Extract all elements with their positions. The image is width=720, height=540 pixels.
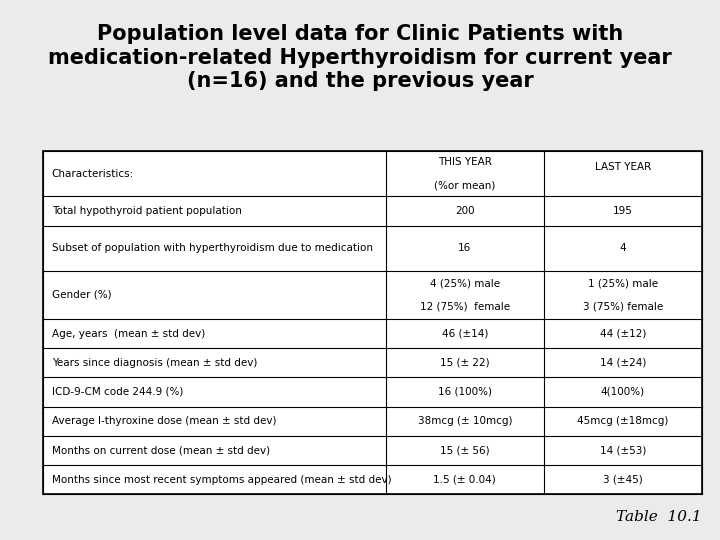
Text: Gender (%): Gender (%)	[52, 290, 112, 300]
Bar	[43, 151, 702, 494]
Text: Average l-thyroxine dose (mean ± std dev): Average l-thyroxine dose (mean ± std dev…	[52, 416, 276, 426]
Text: 44 (±12): 44 (±12)	[600, 329, 646, 339]
Text: 16 (100%): 16 (100%)	[438, 387, 492, 397]
Text: 15 (± 22): 15 (± 22)	[440, 358, 490, 368]
Text: Total hypothyroid patient population: Total hypothyroid patient population	[52, 206, 242, 216]
Text: 38mcg (± 10mcg): 38mcg (± 10mcg)	[418, 416, 512, 426]
Text: 14 (±24): 14 (±24)	[600, 358, 646, 368]
Text: Months on current dose (mean ± std dev): Months on current dose (mean ± std dev)	[52, 446, 270, 455]
Text: Subset of population with hyperthyroidism due to medication: Subset of population with hyperthyroidis…	[52, 243, 373, 253]
Text: Years since diagnosis (mean ± std dev): Years since diagnosis (mean ± std dev)	[52, 358, 257, 368]
Text: Characteristics:: Characteristics:	[52, 169, 134, 179]
Text: 46 (±14): 46 (±14)	[441, 329, 488, 339]
Text: 195: 195	[613, 206, 633, 216]
Text: Table  10.1: Table 10.1	[616, 510, 702, 524]
Text: 15 (± 56): 15 (± 56)	[440, 446, 490, 455]
Text: 1.5 (± 0.04): 1.5 (± 0.04)	[433, 475, 496, 484]
Text: THIS YEAR

(%or mean): THIS YEAR (%or mean)	[434, 157, 495, 191]
Text: ICD-9-CM code 244.9 (%): ICD-9-CM code 244.9 (%)	[52, 387, 183, 397]
Text: 3 (±45): 3 (±45)	[603, 475, 643, 484]
Text: 200: 200	[455, 206, 474, 216]
Text: Months since most recent symptoms appeared (mean ± std dev): Months since most recent symptoms appear…	[52, 475, 392, 484]
Text: 14 (±53): 14 (±53)	[600, 446, 646, 455]
Text: 16: 16	[458, 243, 472, 253]
Text: 4(100%): 4(100%)	[601, 387, 645, 397]
Text: 4 (25%) male

12 (75%)  female: 4 (25%) male 12 (75%) female	[420, 278, 510, 312]
Text: 4: 4	[620, 243, 626, 253]
Text: Population level data for Clinic Patients with
medication-related Hyperthyroidis: Population level data for Clinic Patient…	[48, 24, 672, 91]
Text: Age, years  (mean ± std dev): Age, years (mean ± std dev)	[52, 329, 205, 339]
Text: LAST YEAR: LAST YEAR	[595, 162, 651, 172]
Text: 45mcg (±18mcg): 45mcg (±18mcg)	[577, 416, 669, 426]
Text: 1 (25%) male

3 (75%) female: 1 (25%) male 3 (75%) female	[582, 278, 663, 312]
